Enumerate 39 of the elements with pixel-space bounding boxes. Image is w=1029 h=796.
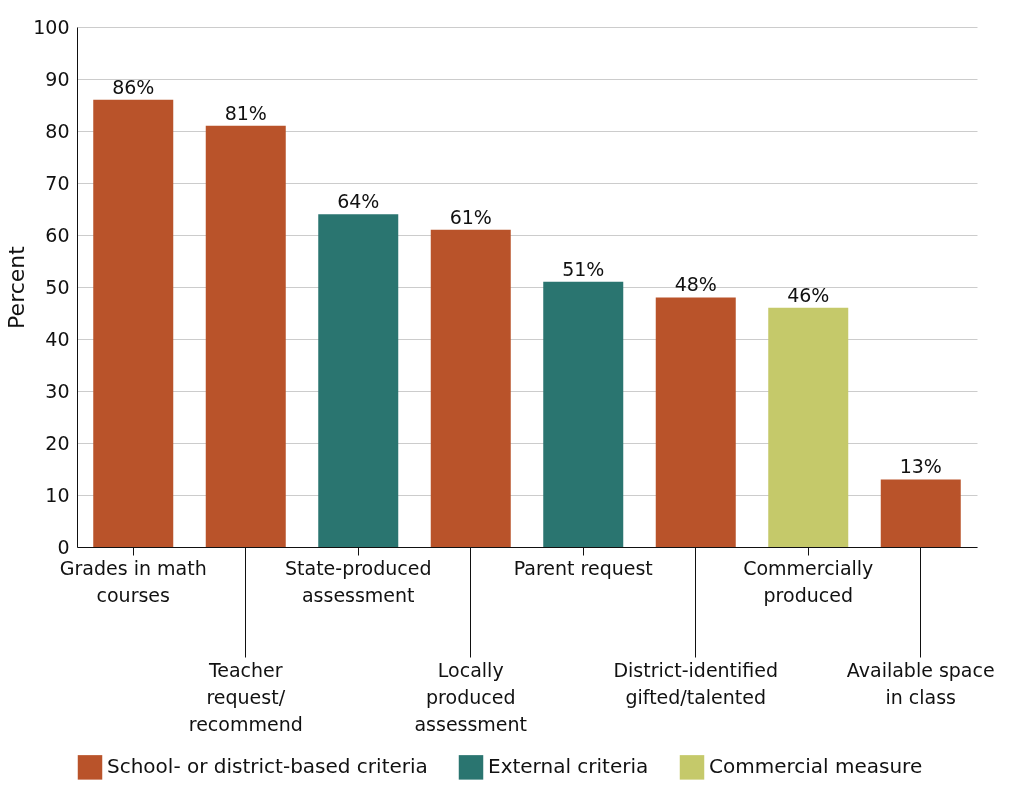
- data-label: 51%: [562, 257, 605, 280]
- x-tick-label: Locally produced assessment: [414, 658, 528, 735]
- y-tick-label: 70: [45, 171, 70, 194]
- bar: [543, 281, 624, 547]
- y-tick-label: 60: [45, 223, 70, 246]
- data-label: 61%: [449, 205, 492, 228]
- legend-label: External criteria: [488, 754, 649, 779]
- x-tick-label: Available space in class: [846, 658, 995, 708]
- x-tick-label: Teacher request/ recommend: [188, 658, 303, 735]
- y-tick-label: 30: [45, 379, 70, 402]
- y-tick-label: 100: [33, 15, 70, 38]
- y-tick-label: 40: [45, 327, 70, 350]
- bar: [93, 99, 174, 547]
- data-label: 48%: [674, 273, 717, 296]
- bar: [655, 297, 736, 547]
- bar: [205, 125, 286, 547]
- y-tick-label: 50: [45, 275, 70, 298]
- bar: [768, 307, 849, 547]
- x-tick-label: Commercially produced: [743, 556, 874, 606]
- data-label: 13%: [899, 455, 942, 478]
- data-label: 46%: [787, 283, 830, 306]
- y-tick-label: 10: [45, 483, 70, 506]
- data-label: 81%: [224, 101, 267, 124]
- y-tick-label: 0: [57, 535, 70, 558]
- legend-label: School- or district-based criteria: [107, 754, 428, 779]
- x-tick-label: Parent request: [513, 556, 653, 579]
- x-tick-label: State-produced assessment: [284, 556, 432, 606]
- data-label: 86%: [112, 75, 155, 98]
- data-label: 64%: [337, 190, 380, 213]
- y-tick-label: 20: [45, 431, 70, 454]
- bar: [430, 229, 511, 547]
- x-tick-label: District-identified gifted/talented: [613, 658, 779, 708]
- x-tick-label: Grades in math courses: [59, 556, 207, 606]
- y-tick-label: 80: [45, 119, 70, 142]
- bar: [880, 479, 961, 547]
- bar: [318, 214, 399, 547]
- y-axis-title: Percent: [4, 245, 30, 329]
- y-tick-label: 90: [45, 67, 70, 90]
- legend-label: Commercial measure: [709, 754, 923, 779]
